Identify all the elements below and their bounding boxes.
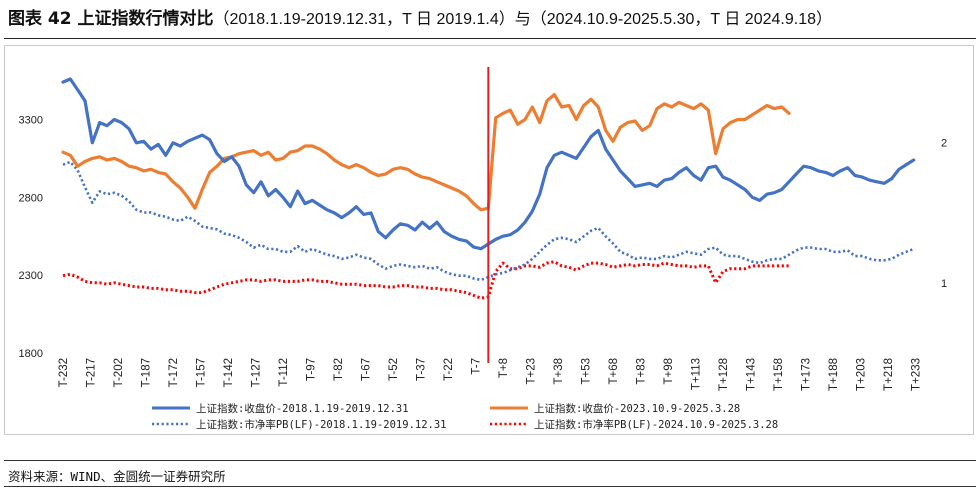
y-left-tick-label: 2300 [19, 270, 43, 282]
y-axis-left-ticks: 1800 2300 2800 3300 [19, 114, 43, 360]
x-tick-label: T-217 [86, 358, 98, 387]
chart-frame [4, 45, 974, 435]
y-axis-right-ticks: 12 [941, 137, 947, 289]
series-line-3 [62, 260, 789, 300]
x-tick-label: T+38 [553, 358, 565, 385]
x-tick-label: T-22 [443, 358, 455, 381]
x-tick-label: T-112 [278, 358, 290, 387]
y-right-tick-label: 1 [941, 278, 947, 290]
x-tick-label: T+68 [608, 358, 620, 385]
x-tick-label: T+113 [691, 358, 703, 390]
legend-label-3: 上证指数:市净率PB(LF)-2024.10.9-2025.3.28 [534, 418, 778, 431]
x-tick-label: T-187 [141, 358, 153, 387]
legend-label-2: 上证指数:市净率PB(LF)-2018.1.19-2019.12.31 [196, 418, 447, 431]
x-tick-label: T-202 [113, 358, 125, 387]
series-line-1 [61, 92, 791, 212]
legend-label-1: 上证指数:收盘价-2023.10.9-2025.3.28 [534, 402, 740, 415]
chart-title-main: 图表 42 上证指数行情对比 [8, 9, 214, 29]
x-tick-label: T-232 [58, 358, 70, 387]
x-tick-label: T+173 [801, 358, 813, 391]
x-tick-label: T+128 [718, 358, 730, 391]
series-layer [61, 67, 916, 363]
x-tick-label: T-7 [471, 358, 483, 375]
x-tick-label: T+8 [498, 358, 510, 378]
x-tick-label: T+203 [856, 358, 868, 391]
title-rule [4, 38, 976, 39]
x-tick-label: T+158 [773, 358, 785, 391]
x-tick-label: T-37 [416, 358, 428, 381]
x-tick-label: T-97 [306, 358, 318, 381]
x-tick-label: T+143 [746, 358, 758, 391]
x-tick-label: T-172 [168, 358, 180, 387]
x-tick-label: T-142 [223, 358, 235, 387]
x-tick-label: T-82 [333, 358, 345, 381]
x-tick-label: T+188 [828, 358, 840, 391]
y-right-tick-label: 2 [941, 137, 947, 149]
legend-label-0: 上证指数:收盘价-2018.1.19-2019.12.31 [196, 402, 409, 415]
x-tick-label: T+23 [526, 358, 538, 385]
y-left-tick-label: 2800 [19, 192, 43, 204]
x-tick-label: T-67 [361, 358, 373, 381]
x-tick-label: T+98 [663, 358, 675, 385]
x-tick-label: T-157 [196, 358, 208, 387]
chart-title-sub: （2018.1.19-2019.12.31，T 日 2019.1.4）与（202… [213, 11, 833, 28]
y-left-tick-label: 1800 [19, 348, 43, 360]
x-tick-label: T-127 [251, 358, 263, 387]
x-tick-label: T+233 [911, 358, 923, 391]
footer-rule-top [4, 460, 976, 461]
x-tick-label: T+53 [581, 358, 593, 385]
x-tick-label: T+83 [636, 358, 648, 385]
x-tick-label: T+218 [883, 358, 895, 391]
x-tick-label: T-52 [388, 358, 400, 381]
footer-rule-bottom [4, 486, 976, 487]
source-note: 资料来源：WIND、金圆统一证券研究所 [8, 469, 226, 484]
legend: 上证指数:收盘价-2018.1.19-2019.12.31 上证指数:收盘价-20… [152, 402, 778, 431]
chart-title: 图表 42 上证指数行情对比（2018.1.19-2019.12.31，T 日 … [8, 4, 832, 34]
x-axis-ticks: T-232 T-217 T-202 T-187 T-172 T-157 T-142 T-127… [58, 358, 923, 391]
y-left-tick-label: 3300 [19, 114, 43, 126]
